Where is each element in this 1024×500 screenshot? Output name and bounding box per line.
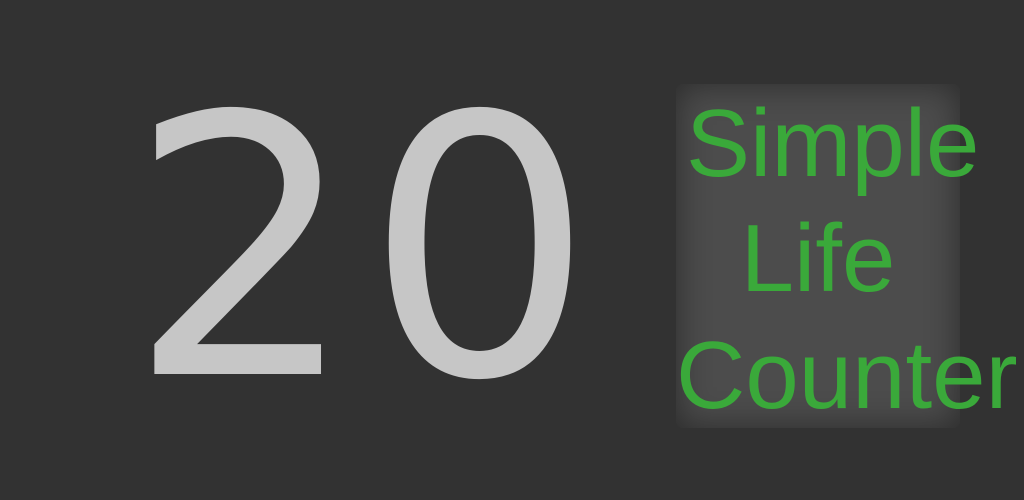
title-line-simple: Simple — [686, 90, 980, 197]
life-total-display[interactable]: 20 — [128, 40, 603, 459]
app-title-card: Simple Life Counter — [676, 84, 1018, 429]
title-line-counter: Counter — [676, 322, 1018, 429]
title-line-life: Life — [740, 205, 896, 312]
